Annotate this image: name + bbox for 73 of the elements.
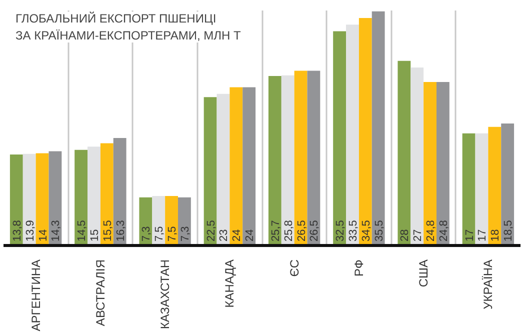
data-label: 18 [490,229,502,242]
bar [242,87,256,246]
data-label: 7,3 [179,226,192,242]
data-label: 24,8 [425,220,438,242]
data-label: 15 [88,229,101,242]
data-label: 27 [412,229,424,242]
x-tick-label: АВСТРАЛІЯ [93,259,108,326]
data-label: 18,5 [502,220,515,242]
bar [113,138,126,246]
bar [22,154,36,246]
data-label: 33,5 [347,220,360,242]
bar [398,60,411,246]
data-label: 7,5 [154,226,166,242]
data-label: 7,3 [140,226,153,242]
bar [436,82,450,246]
data-label: 17 [464,229,476,242]
bar [462,133,476,246]
data-label: 25,7 [270,220,282,242]
bar [88,146,100,246]
bar [230,87,243,246]
bar [372,11,385,246]
bar [346,24,359,246]
x-tick-label: ЄС [287,259,302,277]
bar [36,153,49,246]
bar [410,67,424,246]
data-label: 13,8 [11,220,24,242]
data-label: 34,5 [360,220,372,242]
data-label: 14,3 [50,220,62,242]
x-tick-label: УКРАЇНА [481,259,496,310]
bar [74,150,88,246]
data-label: 25,8 [282,220,295,242]
bar [216,94,230,246]
bar [358,18,372,246]
bar [501,124,514,246]
bar [488,126,502,246]
x-tick-label: США [416,259,431,288]
bar [307,70,320,246]
data-label: 7,5 [166,226,179,242]
bar [100,143,114,246]
bar [333,31,346,246]
x-tick-label: РФ [352,259,366,276]
bar [178,197,191,246]
data-label: 35,5 [373,220,386,242]
data-label: 14,5 [76,220,88,242]
bar [294,70,308,246]
bar [139,197,152,246]
data-label: 17 [476,229,489,242]
data-label: 15,5 [102,220,114,242]
data-label: 26,5 [296,220,308,242]
bar [424,82,436,246]
text: ГЛОБАЛЬНИЙ ЕКСПОРТ ПШЕНИЦІ ЗА КРАЇНАМИ-ЕКСПОРТЕРАМИ, МЛН Т [16,12,242,42]
bar [152,196,166,246]
data-label: 26,5 [308,220,321,242]
data-label: 13,9 [24,220,36,242]
bar [281,75,294,246]
bar [475,133,488,246]
bar [165,196,178,246]
data-label: 22,5 [205,220,218,242]
data-label: 24 [231,229,244,242]
data-label: 24,8 [438,220,450,242]
x-tick-label: КАНАДА [222,259,237,308]
bar [10,154,23,246]
x-tick-label: АРГЕНТИНА [28,259,43,332]
bar [204,97,217,246]
data-label: 24 [244,229,256,242]
bar [268,76,282,246]
bar [48,151,62,246]
data-label: 14 [37,229,50,242]
x-tick-label: КАЗАХСТАН [158,259,172,330]
data-label: 16,3 [114,220,127,242]
data-label: 28 [399,229,412,242]
data-label: 32,5 [334,220,347,242]
data-label: 23 [218,229,230,242]
